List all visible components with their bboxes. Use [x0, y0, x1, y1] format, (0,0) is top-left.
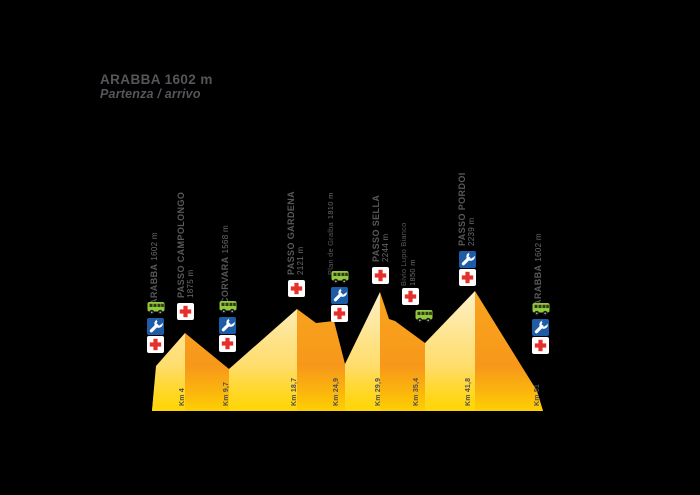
- first-aid-cross-icon: [288, 280, 305, 297]
- waypoint-label-lupo-bianco: Bivio Lupo Bianco 1850 m: [399, 223, 417, 286]
- waypoint-label-gardena: PASSO GARDENA 2121 m: [286, 191, 305, 275]
- waypoint-name: CORVARA: [220, 256, 230, 304]
- first-aid-cross-icon: [147, 336, 164, 353]
- km-marker-gardena: Km 18,7: [291, 377, 298, 406]
- first-aid-cross-icon: [459, 269, 476, 286]
- title-line: ARABBA 1602 m: [100, 72, 213, 87]
- base-glow: [152, 291, 543, 411]
- waypoint-elevation: 1875 m: [185, 269, 195, 298]
- waypoint-elevation: 2244 m: [380, 233, 390, 262]
- km-marker-sella: Km 29,9: [375, 377, 382, 406]
- waypoint-name: ARABBA: [149, 263, 159, 305]
- waypoint-label-plan-de-gralba: Plan de Gralba 1810 m: [320, 192, 338, 275]
- waypoint-label-campolongo: PASSO CAMPOLONGO 1875 m: [176, 192, 195, 298]
- km-marker-lupo-bianco: Km 35,4: [413, 377, 420, 406]
- km-marker-arabba-finish: Km 51: [534, 383, 541, 406]
- waypoint-name: Plan de Gralba: [326, 222, 335, 275]
- bus-icon: [147, 300, 165, 316]
- km-marker-plan-de-gralba: Km 24,9: [333, 377, 340, 406]
- first-aid-cross-icon: [177, 303, 194, 320]
- first-aid-cross-icon: [372, 267, 389, 284]
- waypoint-elevation: 2121 m: [295, 246, 305, 275]
- waypoint-elevation: 1602 m: [150, 232, 159, 261]
- waypoint-label-arabba-finish: ARABBA 1602 m: [528, 233, 546, 306]
- page-title: ARABBA 1602 m Partenza / arrivo: [100, 72, 213, 102]
- km-marker-campolongo: Km 4: [179, 388, 186, 406]
- title-subtitle: Partenza / arrivo: [100, 87, 201, 101]
- bus-icon: [331, 269, 349, 285]
- wrench-icon: [147, 318, 164, 335]
- waypoint-label-arabba-start: ARABBA 1602 m: [144, 232, 162, 305]
- wrench-icon: [459, 251, 476, 268]
- waypoint-label-corvara: CORVARA 1568 m: [215, 225, 233, 304]
- waypoint-elevation: 1568 m: [221, 225, 230, 254]
- title-name: ARABBA: [100, 72, 161, 87]
- waypoint-name: ARABBA: [533, 264, 543, 306]
- waypoint-label-sella: PASSO SELLA 2244 m: [371, 195, 390, 262]
- waypoint-elevation: 1850 m: [407, 259, 417, 286]
- waypoint-elevation: 1602 m: [534, 233, 543, 262]
- wrench-icon: [219, 317, 236, 334]
- first-aid-cross-icon: [331, 305, 348, 322]
- bus-icon: [219, 299, 237, 315]
- wrench-icon: [532, 319, 549, 336]
- first-aid-cross-icon: [402, 288, 419, 305]
- title-elevation: 1602 m: [164, 72, 213, 87]
- waypoint-elevation: 2239 m: [466, 217, 476, 246]
- waypoint-label-pordoi: PASSO PORDOI 2239 m: [457, 172, 476, 246]
- km-marker-corvara: Km 9,7: [223, 381, 230, 406]
- wrench-icon: [331, 287, 348, 304]
- waypoint-elevation: 1810 m: [326, 192, 335, 220]
- km-marker-pordoi: Km 41,8: [465, 377, 472, 406]
- bus-icon: [532, 301, 550, 317]
- first-aid-cross-icon: [219, 335, 236, 352]
- bus-icon: [415, 308, 433, 324]
- first-aid-cross-icon: [532, 337, 549, 354]
